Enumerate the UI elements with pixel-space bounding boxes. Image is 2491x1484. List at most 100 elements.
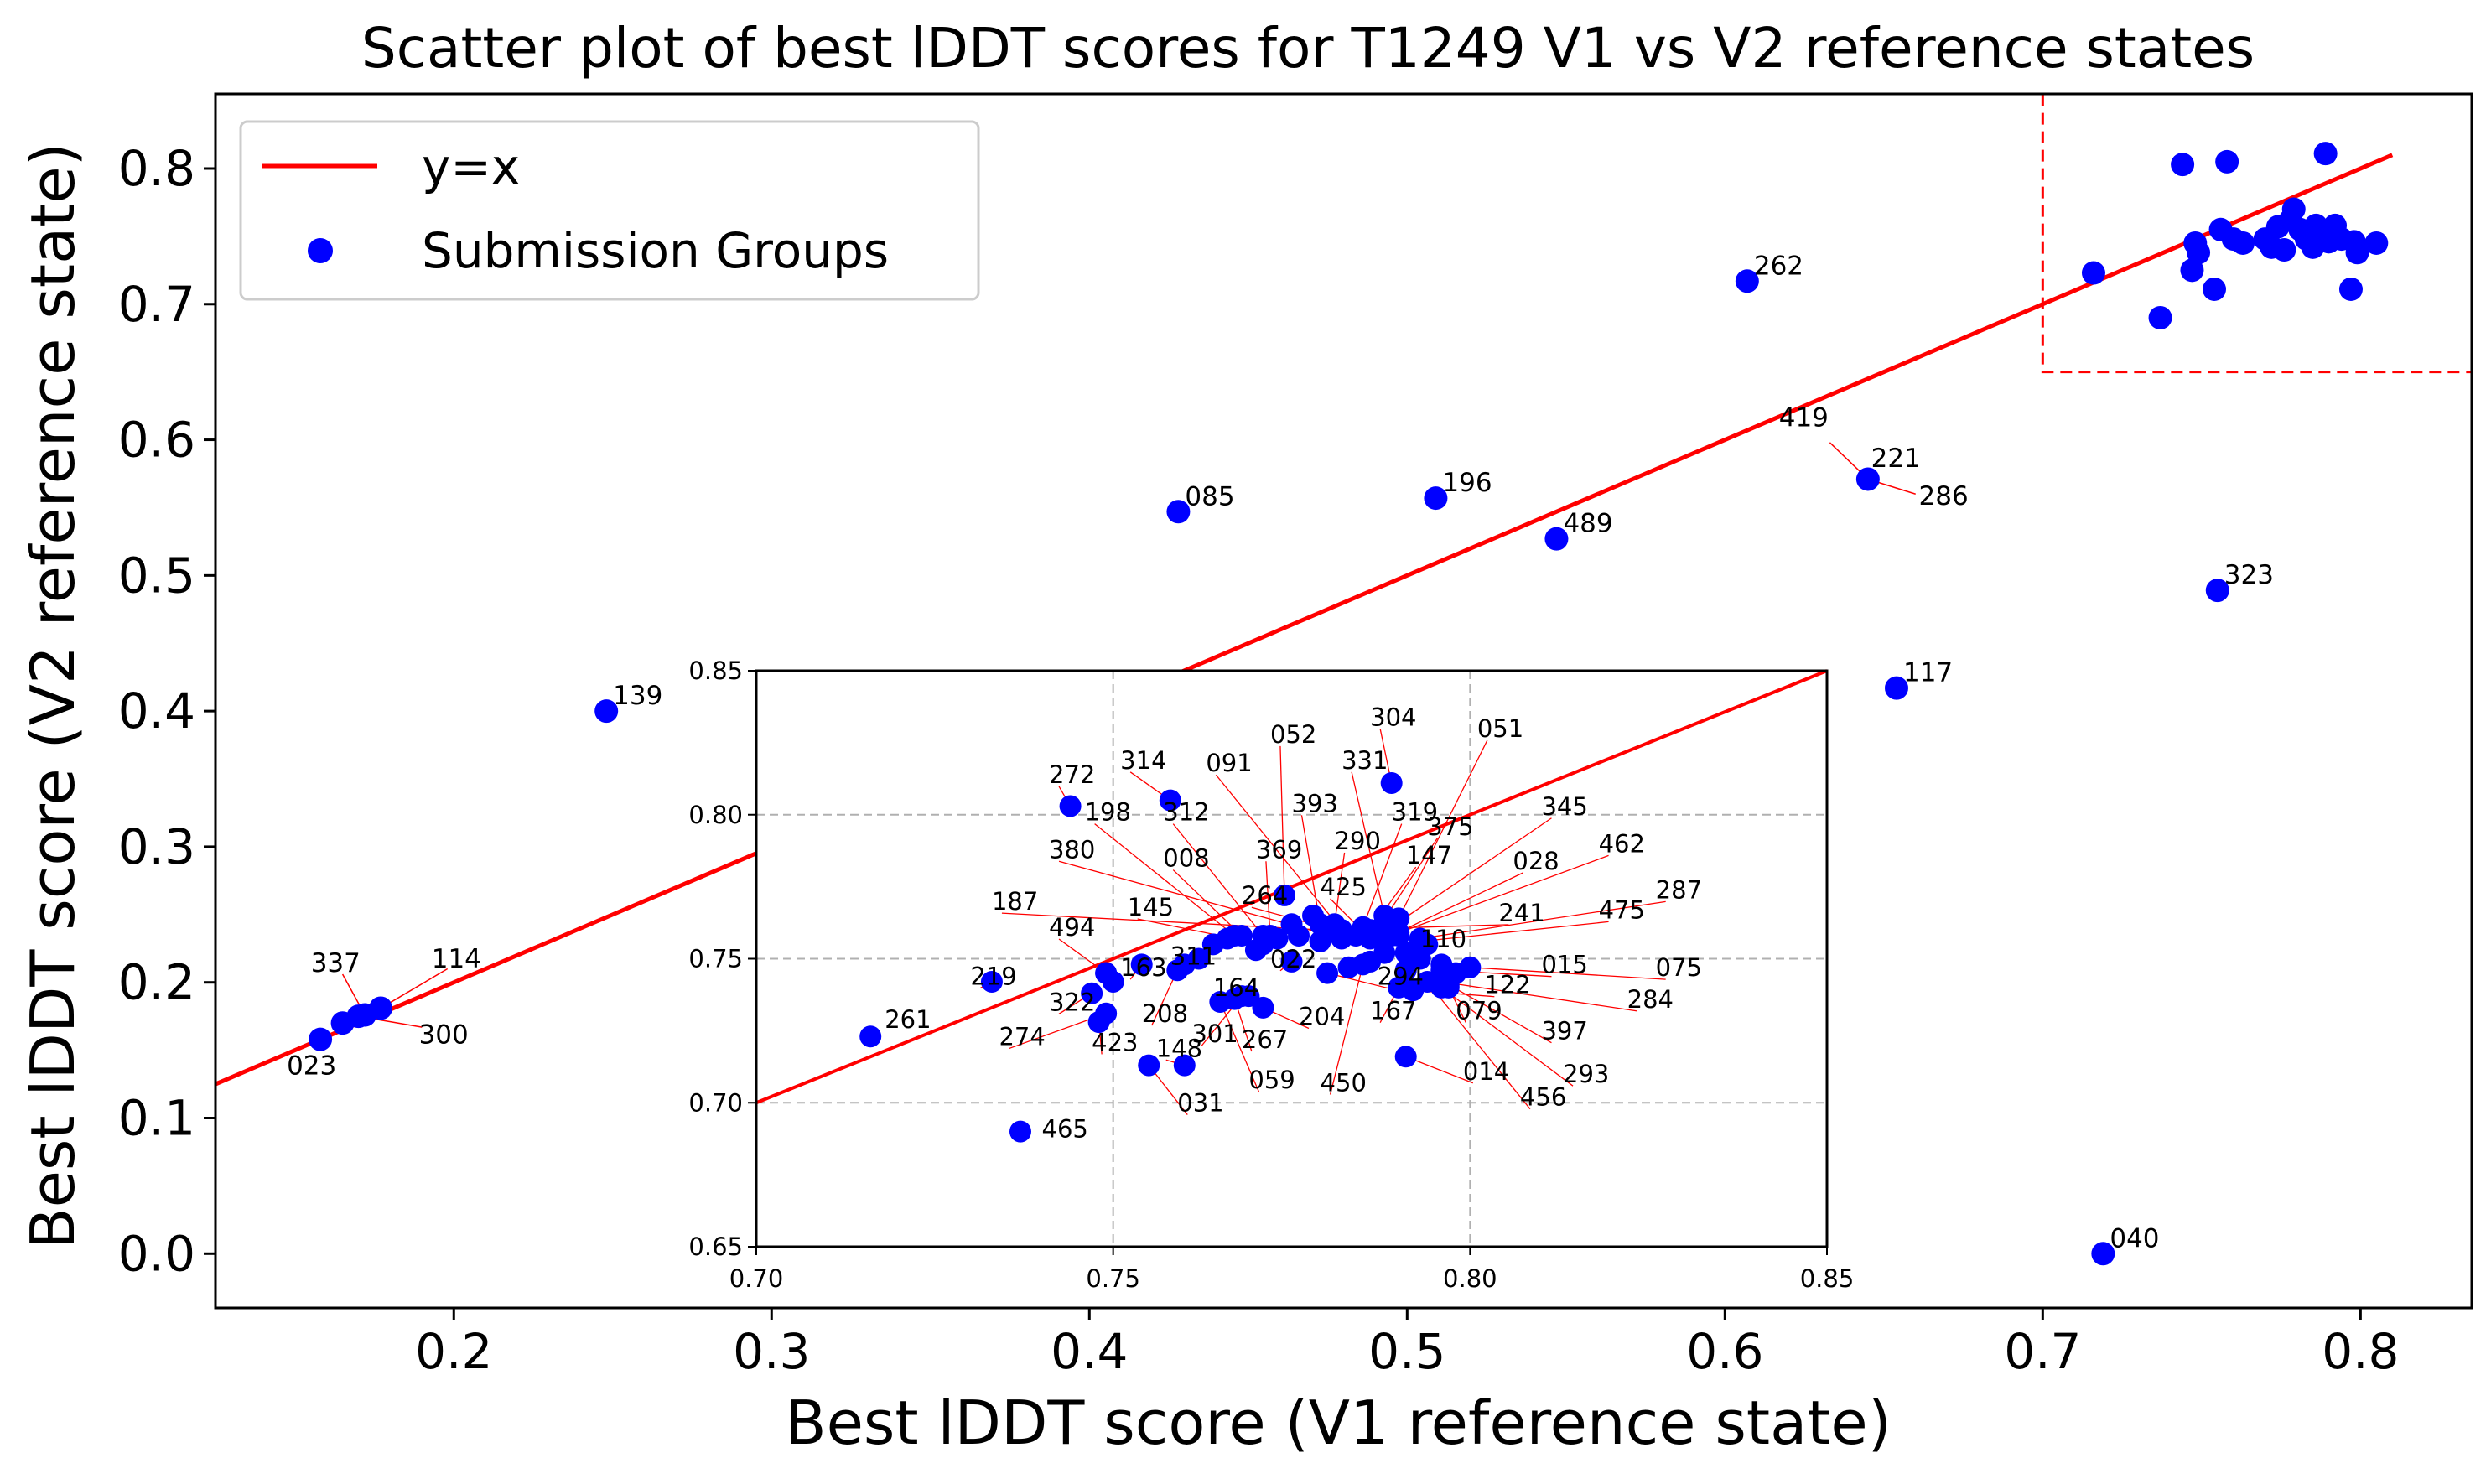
inset-annotation-arrow xyxy=(1441,988,1574,1087)
legend-label-line: y=x xyxy=(422,138,520,195)
inset-x-tick-label: 0.85 xyxy=(1800,1264,1855,1293)
inset-point-label: 110 xyxy=(1420,925,1466,953)
data-point xyxy=(2313,142,2338,166)
inset-point-label: 294 xyxy=(1378,962,1424,990)
inset-point-label: 314 xyxy=(1120,746,1166,775)
point-label: 221 xyxy=(1871,444,1921,474)
inset-point-label: 274 xyxy=(999,1023,1045,1051)
data-point xyxy=(2091,1242,2115,1266)
inset-data-point xyxy=(1187,947,1210,970)
inset-point-label: 284 xyxy=(1627,985,1674,1014)
inset-point-label: 148 xyxy=(1156,1034,1202,1062)
y-tick-label: 0.1 xyxy=(118,1089,195,1146)
inset-data-point xyxy=(1159,789,1181,812)
inset-point-label: 204 xyxy=(1299,1003,1345,1031)
data-point xyxy=(1735,269,1759,293)
x-tick-label: 0.6 xyxy=(1686,1323,1763,1380)
inset-x-tick-label: 0.75 xyxy=(1086,1264,1140,1293)
inset-annotation-arrow xyxy=(1335,852,1346,924)
y-axis-label: Best lDDT score (V2 reference state) xyxy=(18,143,88,1249)
inset-point-label: 264 xyxy=(1242,881,1288,910)
inset-annotation-arrow xyxy=(1329,964,1363,1095)
inset-point-label: 079 xyxy=(1456,997,1502,1025)
main-plot-area: 023 337 114 300 139 085 196 489 262 221 117 323 040 4… xyxy=(118,92,2473,1380)
inset-y-tick-label: 0.65 xyxy=(688,1232,743,1261)
inset-point-label: 198 xyxy=(1085,798,1131,827)
legend-marker-swatch xyxy=(308,238,333,263)
inset-data-point xyxy=(1373,942,1396,964)
inset-data-point xyxy=(1388,976,1410,999)
inset-point-label: 145 xyxy=(1128,893,1174,921)
x-tick-label: 0.2 xyxy=(415,1323,492,1380)
inset-point-label: 462 xyxy=(1599,829,1645,858)
y-tick-label: 0.0 xyxy=(118,1225,195,1282)
y-tick-label: 0.6 xyxy=(118,412,195,469)
inset-annotation-arrow xyxy=(1215,774,1342,930)
x-tick-label: 0.7 xyxy=(2004,1323,2081,1380)
chart-title: Scatter plot of best lDDT scores for T12… xyxy=(361,16,2255,80)
inset-point-label: 014 xyxy=(1463,1057,1509,1086)
point-label: 023 xyxy=(287,1051,336,1082)
inset-x-tick-label: 0.70 xyxy=(729,1264,784,1293)
inset-annotation-arrow xyxy=(1427,982,1531,1110)
inset-point-label: 369 xyxy=(1256,835,1302,864)
data-point xyxy=(2364,231,2389,255)
inset-data-point xyxy=(1138,1054,1160,1077)
inset-point-label: 293 xyxy=(1563,1060,1609,1088)
inset-point-label: 187 xyxy=(992,887,1038,916)
inset-point-label: 322 xyxy=(1049,988,1095,1016)
data-point xyxy=(1855,467,1880,491)
inset-data-point xyxy=(1345,925,1367,947)
inset-point-label: 393 xyxy=(1292,789,1338,817)
point-label: 419 xyxy=(1779,402,1829,433)
inset-data-point xyxy=(1244,939,1267,962)
inset-point-label: 425 xyxy=(1321,873,1367,901)
data-point xyxy=(1884,676,1908,700)
point-label: 139 xyxy=(613,681,662,711)
inset-point-label: 122 xyxy=(1484,971,1530,999)
inset-point-label: 147 xyxy=(1406,841,1452,869)
inset-point-label: 465 xyxy=(1042,1114,1088,1143)
inset-data-point xyxy=(1173,1054,1196,1077)
inset-point-label: 267 xyxy=(1242,1025,1288,1054)
inset-point-label: 312 xyxy=(1163,798,1209,827)
inset-point-label: 091 xyxy=(1206,749,1252,777)
point-label: 040 xyxy=(2110,1223,2159,1253)
inset-data-point xyxy=(1380,771,1403,794)
inset-plot-area: 261 465 272 314 304 052 331 051 091 393 319 198 312 3… xyxy=(688,656,1854,1293)
inset-point-label: 331 xyxy=(1342,746,1388,775)
inset-data-point xyxy=(1416,970,1439,993)
inset-y-tick-label: 0.75 xyxy=(688,945,743,973)
inset-point-label: 241 xyxy=(1498,899,1544,927)
inset-point-label: 319 xyxy=(1392,798,1438,827)
point-label: 489 xyxy=(1563,509,1612,539)
data-point xyxy=(2081,261,2105,285)
inset-y-tick-label: 0.85 xyxy=(688,656,743,685)
inset-data-point xyxy=(1309,930,1331,952)
inset-point-label: 311 xyxy=(1170,942,1217,970)
inset-data-point xyxy=(1081,982,1103,1004)
inset-point-label: 028 xyxy=(1513,847,1559,875)
inset-data-point xyxy=(1366,921,1388,944)
inset-data-point xyxy=(1252,996,1274,1019)
x-tick-label: 0.4 xyxy=(1051,1323,1128,1380)
inset-data-point xyxy=(1266,927,1289,950)
inset-point-label: 261 xyxy=(885,1005,931,1034)
inset-point-label: 397 xyxy=(1541,1017,1587,1046)
point-label: 337 xyxy=(311,948,361,978)
inset-data-point xyxy=(1388,925,1410,947)
inset-data-point xyxy=(1209,991,1232,1014)
inset-reference-line xyxy=(755,669,1828,1105)
inset-annotation-arrow xyxy=(1449,984,1552,1044)
inset-data-point xyxy=(1445,962,1467,984)
inset-point-label: 167 xyxy=(1370,997,1416,1025)
x-tick-label: 0.5 xyxy=(1368,1323,1445,1380)
inset-point-label: 052 xyxy=(1270,720,1316,749)
point-label: 117 xyxy=(1903,658,1953,688)
inset-annotation-arrow xyxy=(1094,823,1235,936)
data-point xyxy=(369,996,393,1020)
inset-y-tick-label: 0.70 xyxy=(688,1088,743,1117)
inset-annotation-arrow xyxy=(1172,823,1263,936)
point-label: 323 xyxy=(2224,560,2274,590)
